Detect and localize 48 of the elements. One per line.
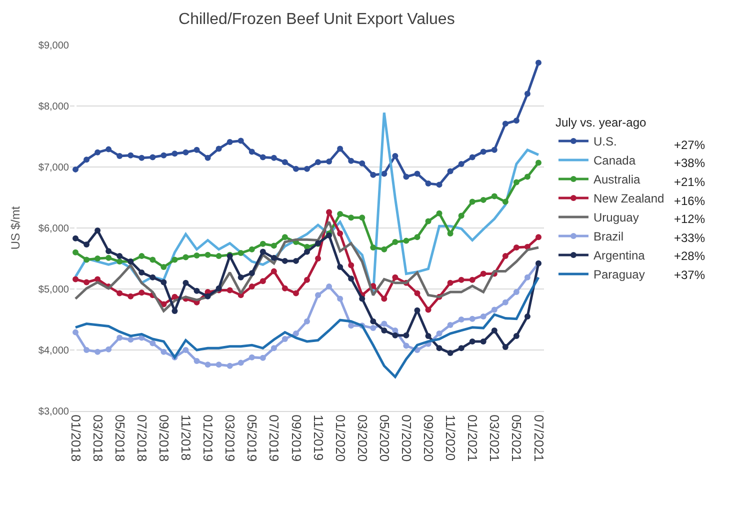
y-tick-label: $9,000: [38, 40, 70, 52]
x-tick-label: 07/2018: [134, 414, 150, 462]
x-tick-label: 01/2018: [68, 414, 84, 462]
x-tick-label: 07/2021: [531, 414, 546, 462]
x-tick-label: 11/2019: [310, 414, 326, 461]
x-tick-label: 05/2019: [244, 414, 260, 462]
x-tick-label: 09/2018: [156, 414, 172, 462]
legend-label: Brazil: [593, 230, 624, 244]
x-tick-label: 03/2020: [354, 414, 370, 462]
text: +38%: [674, 156, 706, 170]
text: +27%: [674, 138, 706, 152]
y-tick-label: $8,000: [38, 102, 70, 112]
legend-label: Australia: [593, 172, 640, 187]
text: +37%: [674, 268, 706, 282]
y-tick-label: $4,000: [38, 346, 70, 356]
legend-label: Paraguay: [593, 268, 645, 282]
y-tick-label: $7,000: [38, 162, 70, 174]
text: +12%: [674, 212, 706, 226]
x-tick-label: 01/2021: [465, 414, 480, 462]
x-tick-label: 09/2020: [421, 414, 436, 462]
x-tick-label: 09/2019: [288, 414, 304, 462]
x-tick-label: 11/2018: [178, 414, 194, 461]
text: +21%: [674, 175, 706, 189]
x-tick-label: 01/2019: [200, 414, 216, 462]
legend-title: July vs. year-ago: [555, 115, 647, 130]
chart-title: Chilled/Frozen Beef Unit Export Values: [178, 10, 455, 28]
legend-label: Canada: [593, 154, 636, 168]
x-tick-label: 05/2020: [376, 414, 392, 462]
x-tick-label: 05/2021: [509, 414, 524, 462]
y-axis-title: US $/mt: [8, 206, 23, 250]
x-tick-label: 03/2019: [222, 414, 238, 462]
y-tick-label: $3,000: [38, 406, 70, 418]
x-tick-label: 01/2020: [332, 414, 348, 462]
legend-label: U.S.: [593, 134, 617, 149]
x-tick-label: 07/2019: [266, 414, 282, 462]
x-tick-label: 03/2021: [487, 414, 502, 462]
text: +16%: [674, 194, 706, 208]
legend-label: Uruguay: [593, 210, 639, 225]
x-tick-label: 11/2020: [443, 414, 458, 461]
text: +33%: [674, 231, 706, 245]
legend-label: New Zealand: [593, 192, 664, 206]
x-tick-label: 03/2018: [90, 414, 106, 462]
text: +28%: [674, 249, 706, 263]
legend-label: Argentina: [593, 248, 646, 263]
x-tick-label: 05/2018: [112, 414, 128, 462]
y-tick-label: $6,000: [38, 224, 70, 234]
x-tick-label: 07/2020: [398, 414, 414, 462]
y-tick-label: $5,000: [38, 284, 70, 296]
